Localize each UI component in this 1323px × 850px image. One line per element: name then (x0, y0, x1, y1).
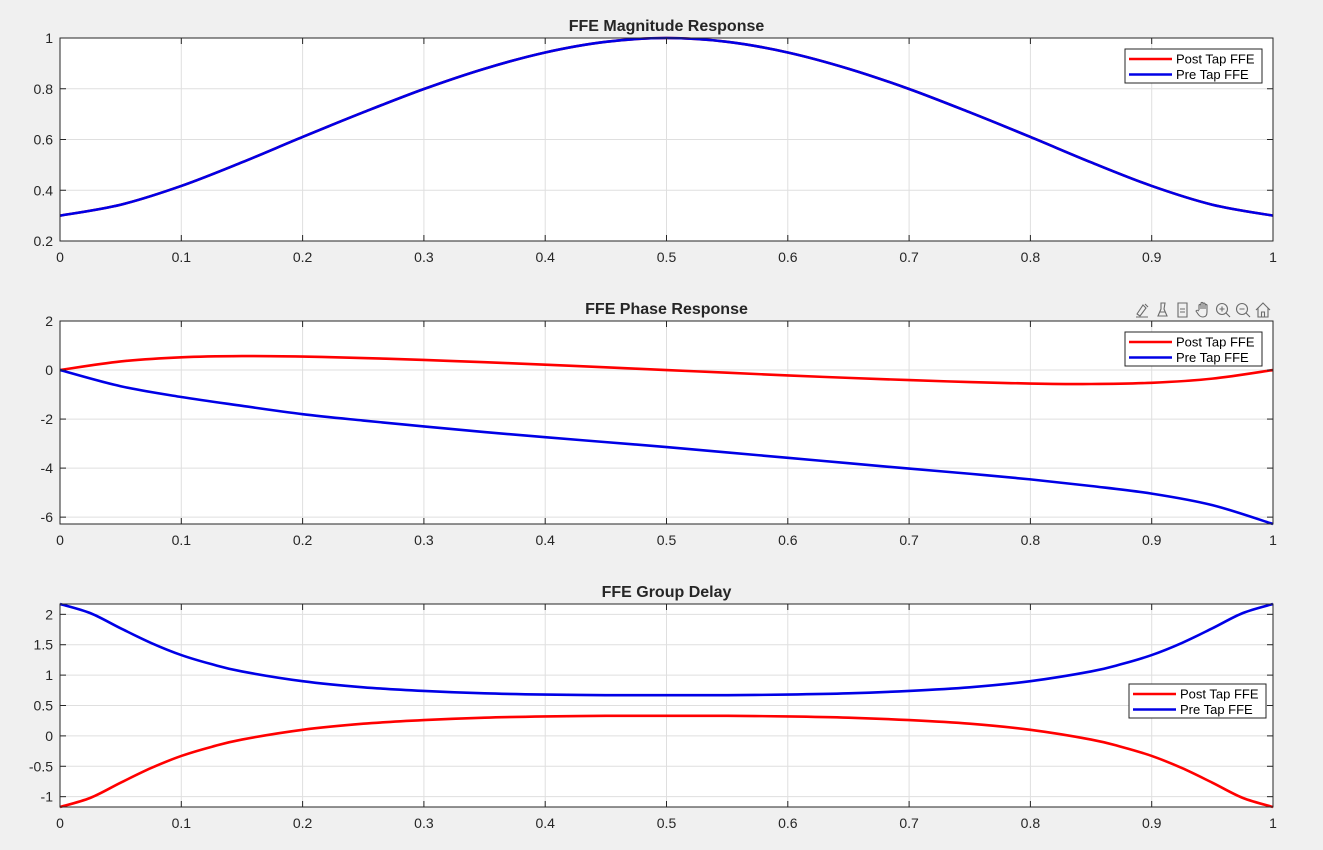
x-tick-label: 0.3 (414, 815, 434, 831)
series-line-post-tap (59, 354, 1274, 386)
data-tips-icon[interactable] (1136, 303, 1149, 318)
zoom-in-icon[interactable] (1215, 302, 1231, 318)
subplot-2: 0 0.1 0.2 0.3 0.4 0.5 0.6 0.7 0.8 0.9 1 -6 -4 -2 0 2 FFE… (41, 301, 1278, 548)
axes-toolbar[interactable] (1136, 301, 1271, 318)
x-tick-label: 0.5 (657, 249, 677, 265)
y-tick-label: 1 (45, 667, 53, 683)
y-tick-label: 0 (45, 728, 53, 744)
x-tick-label: 0.7 (899, 249, 919, 265)
x-tick-label: 0 (56, 815, 64, 831)
home-icon[interactable] (1255, 302, 1271, 318)
x-tick-label: 0.2 (293, 532, 313, 548)
x-tick-label: 0.4 (535, 532, 555, 548)
x-tick-label: 0.6 (778, 815, 798, 831)
legend-label: Post Tap FFE (1176, 52, 1255, 67)
x-tick-label: 0.8 (1021, 532, 1041, 548)
y-tick-label: 1 (45, 30, 53, 46)
x-tick-label: 0.8 (1021, 815, 1041, 831)
zoom-out-icon[interactable] (1235, 302, 1251, 318)
x-tick-label: 0.1 (172, 249, 192, 265)
legend-label: Post Tap FFE (1180, 687, 1259, 702)
x-tick-label: 0.3 (414, 532, 434, 548)
subplots: 0 0.1 0.2 0.3 0.4 0.5 0.6 0.7 0.8 0.9 1 0.2 0.4 0.6 0.… (29, 18, 1277, 831)
y-tick-label: 0.8 (34, 81, 54, 97)
data-cursor-icon[interactable] (1177, 302, 1188, 318)
ticks: 0 0.1 0.2 0.3 0.4 0.5 0.6 0.7 0.8 0.9 1 -1 -0.5 0 0.5 1… (29, 604, 1277, 831)
chart-title: FFE Phase Response (585, 301, 748, 318)
x-tick-label: 0.3 (414, 249, 434, 265)
subplot-3: 0 0.1 0.2 0.3 0.4 0.5 0.6 0.7 0.8 0.9 1 -1 -0.5 0 0.5 1… (29, 584, 1277, 831)
legend-label: Pre Tap FFE (1176, 350, 1249, 365)
y-tick-label: 0 (45, 362, 53, 378)
series-group (59, 354, 1274, 526)
x-tick-label: 0.1 (172, 815, 192, 831)
y-tick-label: -0.5 (29, 758, 53, 774)
x-tick-label: 0.2 (293, 249, 313, 265)
y-tick-label: 0.6 (34, 132, 54, 148)
y-tick-label: -6 (41, 509, 54, 525)
x-tick-label: 0.9 (1142, 249, 1162, 265)
subplot-1: 0 0.1 0.2 0.3 0.4 0.5 0.6 0.7 0.8 0.9 1 0.2 0.4 0.6 0.… (34, 18, 1278, 265)
x-tick-label: 0.5 (657, 815, 677, 831)
legend-box (1124, 48, 1263, 84)
x-tick-label: 0.4 (535, 249, 555, 265)
chart-title: FFE Group Delay (602, 584, 732, 601)
x-tick-label: 0.1 (172, 532, 192, 548)
pan-hand-icon[interactable] (1195, 301, 1208, 318)
legend-label: Post Tap FFE (1176, 335, 1255, 350)
x-tick-label: 1 (1269, 815, 1277, 831)
y-tick-label: -1 (41, 789, 54, 805)
series-line-pre-tap (59, 368, 1274, 526)
series-group (59, 602, 1274, 809)
x-tick-label: 0.7 (899, 532, 919, 548)
brush-icon[interactable] (1157, 302, 1168, 317)
ticks: 0 0.1 0.2 0.3 0.4 0.5 0.6 0.7 0.8 0.9 1 0.2 0.4 0.6 0.… (34, 30, 1278, 265)
legend-box (1128, 683, 1267, 719)
series-line-post-tap (59, 714, 1274, 809)
x-tick-label: 0.5 (657, 532, 677, 548)
x-tick-label: 0.9 (1142, 815, 1162, 831)
legend-label: Pre Tap FFE (1176, 67, 1249, 82)
x-tick-label: 0.8 (1021, 249, 1041, 265)
legend-box (1124, 331, 1263, 367)
y-tick-label: 0.2 (34, 233, 54, 249)
y-tick-label: -4 (41, 460, 54, 476)
y-tick-label: 0.5 (34, 698, 54, 714)
y-tick-label: 2 (45, 313, 53, 329)
x-tick-label: 1 (1269, 249, 1277, 265)
chart-title: FFE Magnitude Response (569, 18, 765, 35)
x-tick-label: 0.9 (1142, 532, 1162, 548)
x-tick-label: 0 (56, 249, 64, 265)
y-tick-label: 0.4 (34, 182, 54, 198)
x-tick-label: 0.6 (778, 249, 798, 265)
x-tick-label: 1 (1269, 532, 1277, 548)
x-tick-label: 0.2 (293, 815, 313, 831)
ticks: 0 0.1 0.2 0.3 0.4 0.5 0.6 0.7 0.8 0.9 1 -6 -4 -2 0 2 (41, 313, 1278, 548)
x-tick-label: 0.6 (778, 532, 798, 548)
y-tick-label: 1.5 (34, 637, 54, 653)
y-tick-label: -2 (41, 411, 54, 427)
x-tick-label: 0 (56, 532, 64, 548)
series-line-pre-tap (59, 602, 1274, 697)
y-tick-label: 2 (45, 606, 53, 622)
legend-label: Pre Tap FFE (1180, 702, 1253, 717)
x-tick-label: 0.7 (899, 815, 919, 831)
x-tick-label: 0.4 (535, 815, 555, 831)
